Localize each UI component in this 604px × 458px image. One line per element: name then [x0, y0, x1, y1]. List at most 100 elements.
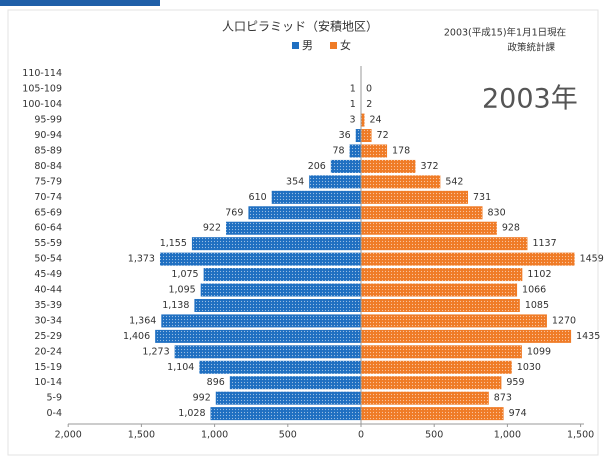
data-label: 1030: [517, 362, 541, 373]
y-tick-label: 55-59: [34, 238, 62, 249]
bar-texture: [361, 237, 528, 251]
data-label: 372: [420, 161, 438, 172]
year-overlay: 2003年: [482, 84, 578, 115]
bar-texture: [229, 376, 361, 390]
y-tick-label: 35-39: [34, 300, 62, 311]
bar-texture: [361, 252, 575, 266]
y-tick-label: 100-104: [22, 99, 62, 110]
data-label: 974: [509, 408, 527, 419]
data-label: 1,364: [129, 315, 156, 326]
bar-texture: [361, 129, 372, 143]
y-tick-label: 85-89: [34, 145, 62, 156]
data-label: 542: [445, 176, 463, 187]
x-tick-label: 2,000: [55, 430, 82, 441]
data-label: 1,104: [167, 362, 194, 373]
bar-texture: [361, 113, 365, 127]
data-label: 1: [350, 84, 356, 95]
data-label: 1102: [527, 269, 551, 280]
bar-texture: [199, 360, 361, 374]
note: 2003(平成15)年1月1日現在: [444, 27, 566, 39]
data-label: 1459: [580, 254, 604, 265]
header-strip: [0, 0, 160, 6]
y-tick-label: 0-4: [46, 408, 62, 419]
data-label: 731: [473, 192, 491, 203]
data-label: 1,155: [160, 238, 187, 249]
data-label: 1137: [532, 238, 556, 249]
y-tick-label: 50-54: [34, 254, 62, 265]
bar-texture: [361, 407, 504, 421]
data-label: 769: [225, 207, 243, 218]
x-tick-label: 500: [425, 430, 443, 441]
chart-title: 人口ピラミッド（安積地区）: [222, 19, 378, 34]
bar-texture: [191, 237, 361, 251]
data-label: 873: [494, 393, 512, 404]
bar-texture: [361, 314, 547, 328]
bar-texture: [361, 206, 483, 220]
y-tick-label: 40-44: [34, 285, 62, 296]
bar-texture: [161, 314, 361, 328]
y-tick-label: 110-114: [22, 68, 62, 79]
bar-texture: [248, 206, 361, 220]
bar-texture: [174, 345, 361, 359]
data-label: 1085: [525, 300, 549, 311]
y-tick-label: 10-14: [34, 377, 62, 388]
bar-texture: [330, 159, 361, 173]
y-tick-label: 45-49: [34, 269, 62, 280]
data-label: 3: [350, 115, 356, 126]
bar-texture: [361, 159, 416, 173]
legend-swatch: [330, 42, 337, 49]
y-tick-label: 60-64: [34, 223, 62, 234]
bar-texture: [361, 329, 572, 343]
y-tick-label: 20-24: [34, 346, 62, 357]
data-label: 830: [488, 207, 506, 218]
legend-label: 女: [340, 38, 351, 52]
x-tick-label: 1,500: [567, 430, 594, 441]
data-label: 78: [332, 145, 344, 156]
data-label: 1,138: [162, 300, 189, 311]
legend-swatch: [292, 42, 299, 49]
data-label: 1270: [552, 315, 576, 326]
bar-texture: [215, 391, 361, 405]
data-label: 992: [193, 393, 211, 404]
x-tick-label: 1,500: [128, 430, 155, 441]
y-tick-label: 70-74: [34, 192, 62, 203]
data-label: 72: [377, 130, 389, 141]
bar-texture: [361, 391, 489, 405]
data-label: 1,273: [142, 346, 169, 357]
data-label: 1435: [576, 331, 600, 342]
data-label: 928: [502, 223, 520, 234]
bar-texture: [159, 252, 361, 266]
data-label: 1066: [522, 285, 546, 296]
data-label: 1,028: [178, 408, 205, 419]
bar-texture: [226, 221, 361, 235]
x-tick-label: 1,000: [201, 430, 228, 441]
y-tick-label: 65-69: [34, 207, 62, 218]
legend-label: 男: [302, 39, 313, 52]
data-label: 1: [350, 99, 356, 110]
bar-texture: [361, 298, 520, 312]
data-label: 1099: [527, 346, 551, 357]
bar-texture: [361, 268, 523, 282]
data-label: 1,373: [128, 254, 155, 265]
data-label: 0: [366, 84, 372, 95]
data-label: 354: [286, 176, 304, 187]
y-tick-label: 105-109: [22, 84, 62, 95]
bar-texture: [361, 360, 512, 374]
bar-texture: [210, 407, 361, 421]
x-tick-label: 500: [279, 430, 297, 441]
bar-texture: [155, 329, 361, 343]
data-label: 959: [506, 377, 524, 388]
data-label: 610: [249, 192, 267, 203]
bar-texture: [361, 345, 522, 359]
data-label: 206: [308, 161, 326, 172]
bar-texture: [361, 144, 388, 158]
bar-texture: [194, 298, 361, 312]
bar-texture: [200, 283, 361, 297]
frame: [7, 9, 599, 456]
data-label: 2: [366, 99, 372, 110]
y-tick-label: 80-84: [34, 161, 62, 172]
bar-texture: [361, 283, 518, 297]
y-tick-label: 5-9: [46, 393, 62, 404]
